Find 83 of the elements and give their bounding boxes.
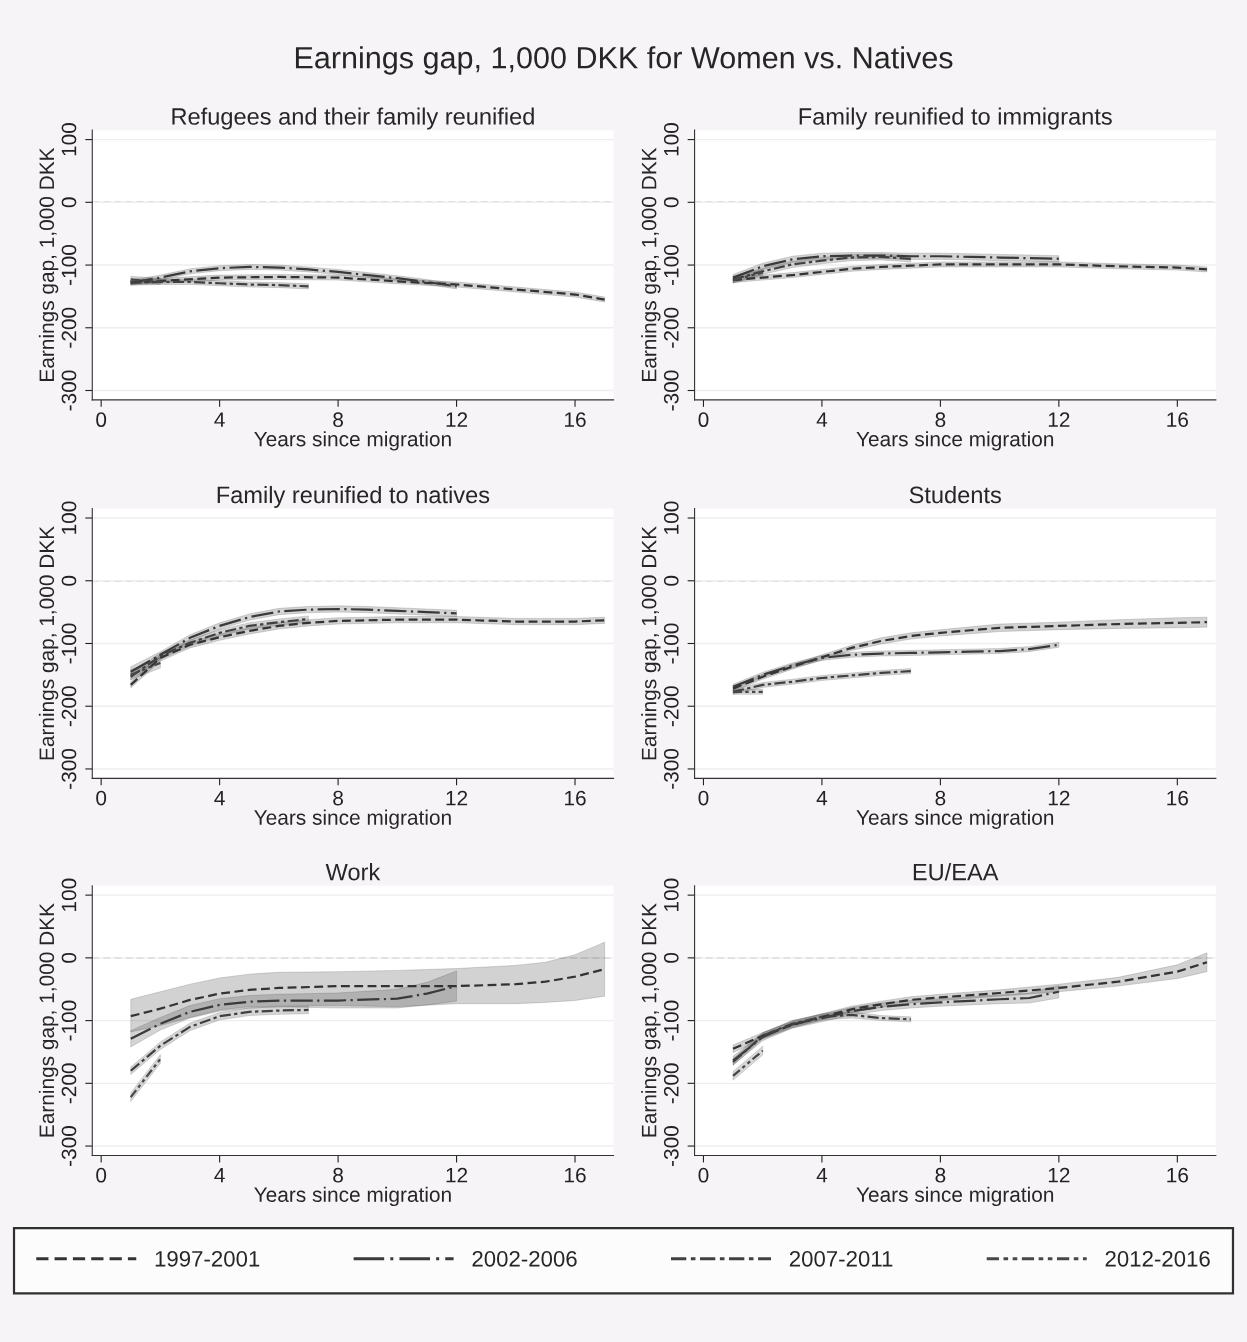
x-tick-label: 16: [565, 1167, 586, 1183]
x-tick-label: 16: [1167, 1167, 1188, 1183]
x-tick-label: 12: [1048, 790, 1070, 806]
x-tick-label: 0: [96, 790, 107, 806]
x-tick-label: 12: [446, 412, 468, 427]
x-tick-label: 0: [96, 412, 107, 428]
x-tick-label: 4: [214, 790, 225, 806]
y-tick-label: -300: [61, 1126, 77, 1166]
text: Earnings gap, 1,000 DKK for Women vs. Natives: [295, 46, 953, 75]
y-tick-label: 0: [663, 197, 679, 208]
y-tick-label: -100: [61, 1000, 77, 1041]
y-tick-label: -200: [61, 307, 77, 348]
y-tick-label: 100: [663, 878, 679, 911]
y-tick-label: -300: [663, 1126, 679, 1166]
x-axis-title: Years since migration: [856, 1186, 1054, 1207]
chart-title: Students: [909, 485, 1001, 504]
chart-title: Work: [325, 863, 381, 881]
x-tick-label: 16: [1167, 790, 1188, 806]
y-tick-label: 100: [61, 878, 77, 911]
y-tick-label: 100: [61, 501, 77, 534]
x-axis-title: Years since migration: [254, 431, 451, 451]
y-tick-label: -200: [61, 1063, 77, 1104]
legend-label: 2002-2006: [472, 1250, 577, 1267]
y-tick-label: 100: [663, 123, 679, 156]
x-tick-label: 16: [1167, 412, 1188, 428]
x-tick-label: 0: [698, 790, 709, 806]
y-tick-label: 100: [663, 501, 679, 534]
y-tick-label: 0: [61, 575, 77, 586]
x-tick-label: 12: [1048, 412, 1070, 427]
x-tick-label: 4: [816, 790, 828, 806]
y-tick-label: -100: [663, 623, 679, 664]
y-axis-title: Earnings gap, 1,000 DKK: [38, 526, 59, 760]
x-tick-label: 16: [565, 412, 586, 428]
x-tick-label: 4: [816, 1168, 828, 1183]
y-tick-label: 0: [61, 952, 77, 963]
y-tick-label: 0: [663, 952, 679, 963]
x-tick-label: 4: [214, 1168, 225, 1183]
y-axis-title: Earnings gap, 1,000 DKK: [641, 147, 661, 381]
y-tick-label: 0: [663, 575, 679, 586]
x-tick-label: 4: [214, 412, 225, 427]
legend-label: 2012-2016: [1105, 1250, 1210, 1267]
x-tick-label: 12: [446, 790, 468, 806]
x-tick-label: 12: [446, 1167, 468, 1183]
y-tick-label: -300: [61, 370, 77, 411]
x-tick-label: 4: [816, 412, 828, 427]
x-tick-label: 8: [935, 790, 946, 806]
x-axis-title: Years since migration: [254, 809, 451, 830]
x-tick-label: 8: [333, 790, 343, 806]
legend-label: 2007-2011: [789, 1250, 893, 1267]
y-axis-title: Earnings gap, 1,000 DKK: [38, 147, 59, 381]
y-tick-label: -100: [663, 1000, 679, 1041]
chart-title: Refugees and their family reunified: [172, 107, 534, 130]
y-tick-label: -200: [663, 307, 679, 348]
x-axis-title: Years since migration: [856, 431, 1054, 451]
legend-label: 1997-2001: [155, 1250, 260, 1267]
y-tick-label: -300: [61, 748, 77, 789]
y-tick-label: -200: [663, 686, 679, 727]
x-tick-label: 12: [1048, 1167, 1070, 1183]
y-tick-label: -100: [61, 245, 77, 285]
x-tick-label: 0: [96, 1167, 107, 1183]
chart-title: EU/EAA: [913, 863, 999, 881]
y-tick-label: -200: [61, 686, 77, 727]
x-tick-label: 8: [935, 1167, 946, 1183]
x-tick-label: 8: [333, 1167, 343, 1183]
y-axis-title: Earnings gap, 1,000 DKK: [641, 526, 661, 760]
x-tick-label: 8: [935, 412, 946, 428]
y-tick-label: 0: [61, 197, 77, 208]
y-tick-label: -300: [663, 370, 679, 411]
y-tick-label: -200: [663, 1063, 679, 1104]
x-axis-title: Years since migration: [254, 1186, 451, 1207]
y-tick-label: -100: [663, 245, 679, 285]
y-axis-title: Earnings gap, 1,000 DKK: [38, 903, 59, 1137]
x-tick-label: 8: [333, 412, 343, 428]
x-tick-label: 16: [565, 790, 586, 806]
x-tick-label: 0: [698, 1167, 709, 1183]
x-axis-title: Years since migration: [856, 809, 1054, 830]
chart-title: Family reunified to immigrants: [799, 107, 1112, 130]
y-tick-label: 100: [61, 123, 77, 156]
y-axis-title: Earnings gap, 1,000 DKK: [641, 903, 661, 1137]
y-tick-label: -100: [61, 623, 77, 664]
y-tick-label: -300: [663, 748, 679, 789]
chart-title: Family reunified to natives: [217, 485, 490, 508]
x-tick-label: 0: [698, 412, 709, 428]
